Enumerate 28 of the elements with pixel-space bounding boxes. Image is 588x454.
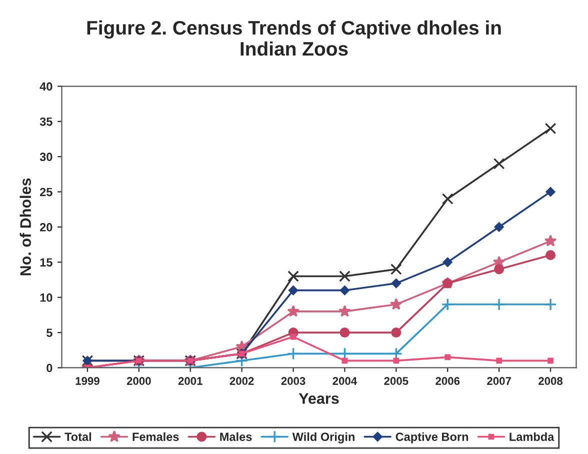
legend-label: Total bbox=[64, 432, 92, 441]
y-tick-label: 40 bbox=[40, 82, 52, 91]
legend-label: Lambda bbox=[510, 432, 554, 441]
x-tick-label: 2004 bbox=[332, 377, 358, 385]
y-tick-label: 25 bbox=[40, 188, 52, 196]
y-axis-title: No. of Dholes bbox=[20, 178, 32, 276]
x-axis-title: Years bbox=[298, 393, 339, 404]
x-tick-label: 2005 bbox=[384, 377, 408, 385]
legend-label: Captive Born bbox=[396, 432, 468, 444]
x-tick-label: 2008 bbox=[538, 377, 563, 385]
chart-title: Figure 2. Census Trends of Captive dholes in Indian Zoos bbox=[87, 20, 501, 56]
x-tick-label: 2001 bbox=[178, 377, 202, 385]
legend-label: Males bbox=[220, 432, 252, 441]
y-tick-label: 15 bbox=[40, 258, 52, 267]
x-tick-label: 1999 bbox=[76, 377, 100, 385]
x-tick-label: 2002 bbox=[230, 377, 254, 385]
y-tick-label: 20 bbox=[40, 223, 52, 232]
y-tick-label: 10 bbox=[40, 293, 52, 302]
x-tick-label: 2006 bbox=[436, 377, 460, 385]
legend-label: Females bbox=[132, 432, 179, 441]
x-tick-label: 2007 bbox=[487, 377, 511, 385]
y-tick-label: 0 bbox=[46, 364, 52, 372]
x-tick-label: 2003 bbox=[281, 377, 306, 385]
legend-label: Wild Origin bbox=[292, 432, 354, 444]
y-tick-label: 30 bbox=[40, 152, 52, 162]
y-tick-label: 35 bbox=[40, 117, 52, 126]
y-tick-label: 5 bbox=[46, 328, 52, 337]
x-tick-label: 2000 bbox=[126, 377, 151, 385]
